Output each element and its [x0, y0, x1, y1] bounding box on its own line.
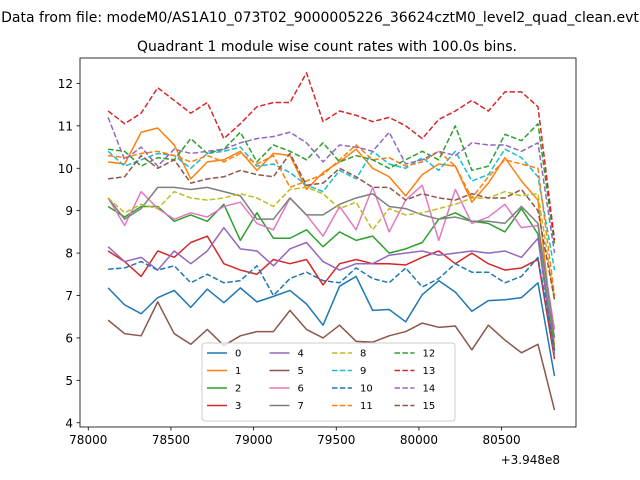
legend-label-6: 6 [298, 384, 304, 395]
series-line-12 [108, 122, 556, 245]
series-line-6 [107, 184, 556, 330]
x-tick-label-5: 80500 [483, 433, 521, 447]
legend-label-0: 0 [235, 349, 241, 360]
series-line-7 [107, 186, 556, 339]
x-offset-label: +3.948e8 [501, 453, 560, 467]
legend-label-15: 15 [423, 401, 436, 412]
series-line-8 [107, 186, 556, 300]
legend-label-7: 7 [298, 401, 304, 412]
x-tick-label-4: 80000 [400, 433, 438, 447]
axes: 78000 78500 79000 79500 80000 805004567891011… [58, 57, 577, 447]
series-line-10 [108, 256, 556, 351]
series-line-14 [107, 117, 556, 254]
y-tick-label-3: 7 [65, 289, 73, 303]
series-line-11 [108, 144, 556, 296]
y-tick-label-2: 6 [65, 331, 73, 345]
legend-label-2: 2 [235, 384, 241, 395]
series-line-4 [107, 226, 556, 356]
legend-box [201, 342, 456, 422]
legend-label-8: 8 [360, 349, 366, 360]
legend-label-14: 14 [423, 384, 436, 395]
series-line-9 [107, 146, 556, 271]
x-tick-label-1: 78500 [152, 433, 190, 447]
series-line-2 [107, 203, 556, 351]
series-group [107, 72, 556, 411]
legend-label-11: 11 [360, 401, 373, 412]
figure-suptitle: Data from file: modeM0/AS1A10_073T02_900… [1, 10, 639, 26]
y-tick-label-6: 10 [58, 162, 73, 176]
series-line-1 [108, 127, 556, 347]
y-tick-label-5: 9 [65, 204, 73, 218]
legend-label-12: 12 [423, 349, 436, 360]
y-tick-label-4: 8 [65, 247, 73, 261]
series-line-15 [108, 152, 556, 300]
y-tick-label-0: 4 [65, 416, 73, 430]
legend-label-5: 5 [298, 366, 304, 377]
legend-label-1: 1 [235, 366, 241, 377]
series-line-5 [107, 301, 556, 411]
legend-label-13: 13 [423, 366, 436, 377]
legend-label-10: 10 [360, 384, 373, 395]
plot-area [107, 72, 556, 411]
legend-label-4: 4 [298, 349, 304, 360]
legend-label-3: 3 [235, 401, 241, 412]
y-tick-label-8: 12 [58, 77, 73, 91]
legend-label-9: 9 [360, 366, 366, 377]
y-tick-label-1: 5 [65, 374, 73, 388]
y-tick-label-7: 11 [58, 119, 73, 133]
x-tick-label-2: 79000 [235, 433, 273, 447]
x-tick-label-0: 78000 [69, 433, 107, 447]
series-line-0 [107, 275, 556, 377]
x-tick-label-3: 79500 [317, 433, 355, 447]
axes-frame [79, 57, 577, 428]
chart-title: Quadrant 1 module wise count rates with … [137, 39, 517, 55]
series-line-3 [107, 235, 556, 360]
